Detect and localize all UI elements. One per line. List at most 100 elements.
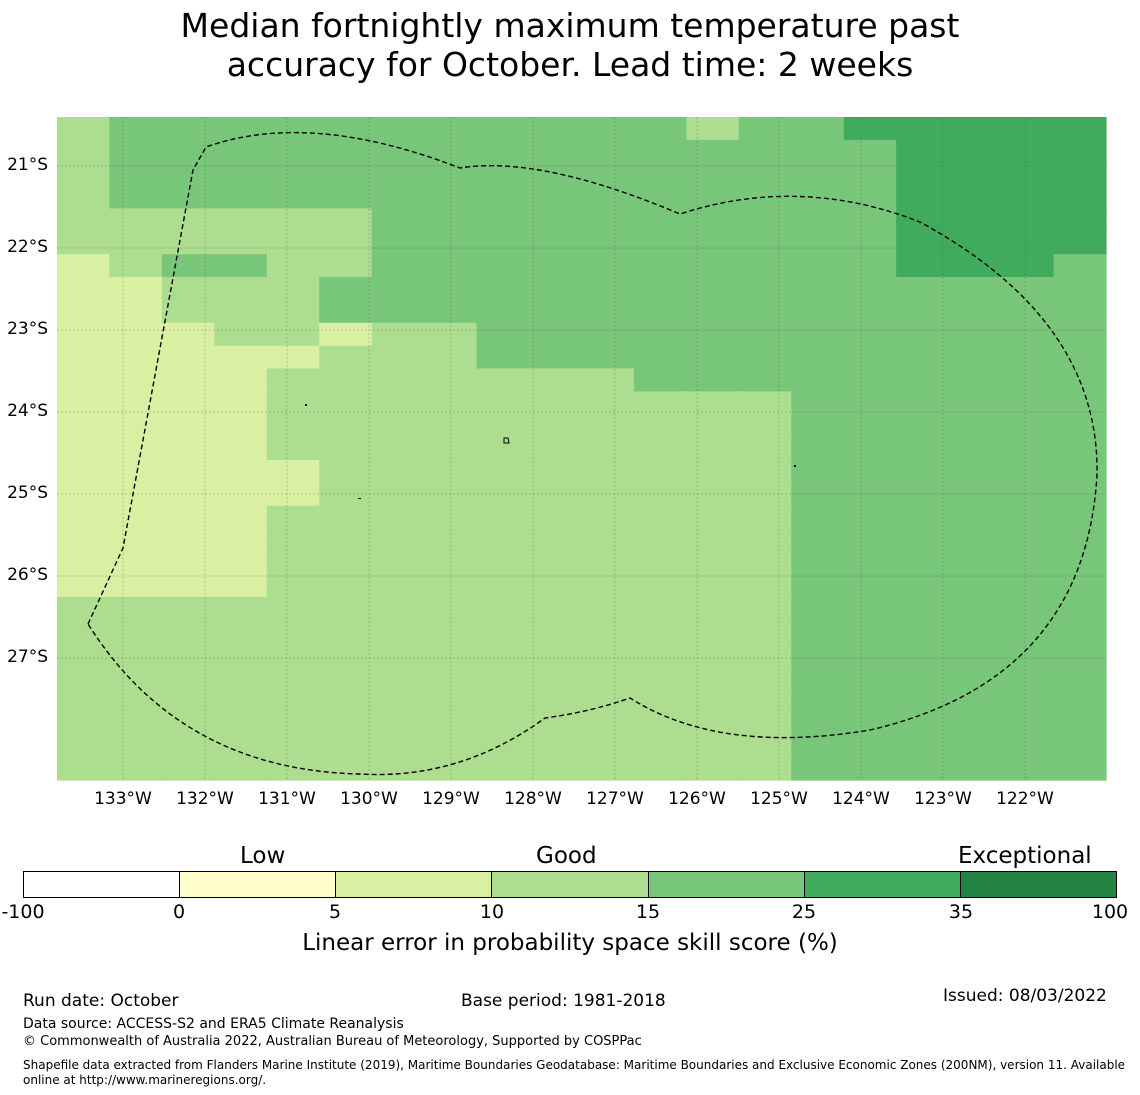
colorbar-tick: 100 — [1091, 901, 1129, 923]
grid-cell — [424, 185, 478, 210]
grid-cell — [1001, 619, 1055, 644]
lat-label: 27°S — [7, 647, 48, 667]
grid-cell — [843, 574, 897, 598]
grid-cell — [738, 368, 792, 392]
grid-cell — [738, 757, 792, 781]
grid-cell — [214, 757, 268, 781]
grid-cell — [686, 345, 740, 370]
grid-cell — [57, 688, 111, 713]
colorbar-segment — [960, 872, 1116, 897]
grid-cell — [529, 482, 583, 507]
colorbar-segment — [24, 872, 181, 897]
grid-cell — [109, 208, 163, 232]
grid-cell — [529, 162, 583, 187]
grid-cell — [266, 254, 320, 278]
grid-cell — [1001, 139, 1055, 164]
grid-cell — [161, 437, 215, 461]
grid-cell — [686, 208, 740, 232]
grid-cell — [633, 254, 687, 278]
grid-cell — [424, 757, 478, 781]
grid-cell — [896, 277, 950, 301]
grid-cell — [476, 231, 530, 255]
map-title: Median fortnightly maximum temperature p… — [0, 6, 1140, 84]
grid-cell — [581, 345, 635, 370]
grid-cell — [319, 734, 373, 758]
grid-cell — [1001, 459, 1055, 484]
grid-cell — [214, 299, 268, 324]
grid-cell — [109, 505, 163, 530]
grid-cell — [791, 665, 845, 690]
grid-cell — [476, 574, 530, 598]
grid-cell — [896, 642, 950, 667]
grid-cell — [214, 208, 268, 232]
grid-cell — [738, 665, 792, 690]
grid-cell — [633, 208, 687, 232]
grid-cell — [633, 482, 687, 507]
grid-cell — [686, 414, 740, 438]
grid-cell — [791, 414, 845, 438]
grid-cell — [738, 139, 792, 164]
island — [305, 404, 307, 406]
grid-cell — [214, 277, 268, 301]
grid-cell — [948, 254, 1002, 278]
grid-cell — [529, 757, 583, 781]
grid-cell — [424, 437, 478, 461]
grid-cell — [686, 597, 740, 621]
grid-cell — [371, 757, 425, 781]
grid-cell — [633, 528, 687, 552]
grid-cell — [581, 231, 635, 255]
grid-cell — [948, 185, 1002, 210]
colorbar-tick: -100 — [1, 901, 45, 923]
grid-cell — [1053, 574, 1107, 598]
grid-cell — [476, 688, 530, 713]
grid-cell — [633, 299, 687, 324]
grid-cell — [791, 711, 845, 735]
grid-cell — [1001, 277, 1055, 301]
grid-cell — [686, 231, 740, 255]
grid-cell — [109, 231, 163, 255]
grid-cell — [1053, 139, 1107, 164]
grid-cell — [214, 482, 268, 507]
grid-cell — [424, 665, 478, 690]
grid-cell — [109, 139, 163, 164]
grid-cell — [161, 642, 215, 667]
grid-cell — [581, 551, 635, 575]
grid-cell — [266, 574, 320, 598]
grid-cell — [1053, 231, 1107, 255]
grid-cell — [896, 574, 950, 598]
grid-cell — [738, 231, 792, 255]
category-low: Low — [240, 843, 286, 869]
grid-cell — [214, 322, 268, 347]
grid-cell — [371, 528, 425, 552]
shapefile-credit-1: Shapefile data extracted from Flanders M… — [23, 1058, 1126, 1072]
grid-cell — [57, 734, 111, 758]
grid-cell — [791, 551, 845, 575]
grid-cell — [791, 482, 845, 507]
lon-label: 133°W — [94, 789, 152, 809]
shapefile-credit-2: online at http://www.marineregions.org/. — [23, 1073, 267, 1087]
grid-cell — [424, 414, 478, 438]
grid-cell — [948, 117, 1002, 141]
grid-cell — [1001, 391, 1055, 415]
grid-cell — [476, 528, 530, 552]
grid-cell — [161, 162, 215, 187]
grid-cell — [843, 254, 897, 278]
grid-cell — [319, 688, 373, 713]
grid-cell — [214, 597, 268, 621]
grid-cell — [57, 231, 111, 255]
grid-cell — [896, 391, 950, 415]
grid-cell — [738, 505, 792, 530]
grid-cell — [896, 734, 950, 758]
colorbar-segment — [648, 872, 805, 897]
grid-cell — [1001, 665, 1055, 690]
island — [794, 465, 796, 467]
grid-cell — [476, 162, 530, 187]
grid-cell — [319, 619, 373, 644]
grid-cell — [109, 299, 163, 324]
grid-cell — [896, 117, 950, 141]
grid-cell — [319, 551, 373, 575]
grid-cell — [424, 368, 478, 392]
grid-cell — [371, 437, 425, 461]
grid-cell — [319, 208, 373, 232]
grid-cell — [791, 642, 845, 667]
